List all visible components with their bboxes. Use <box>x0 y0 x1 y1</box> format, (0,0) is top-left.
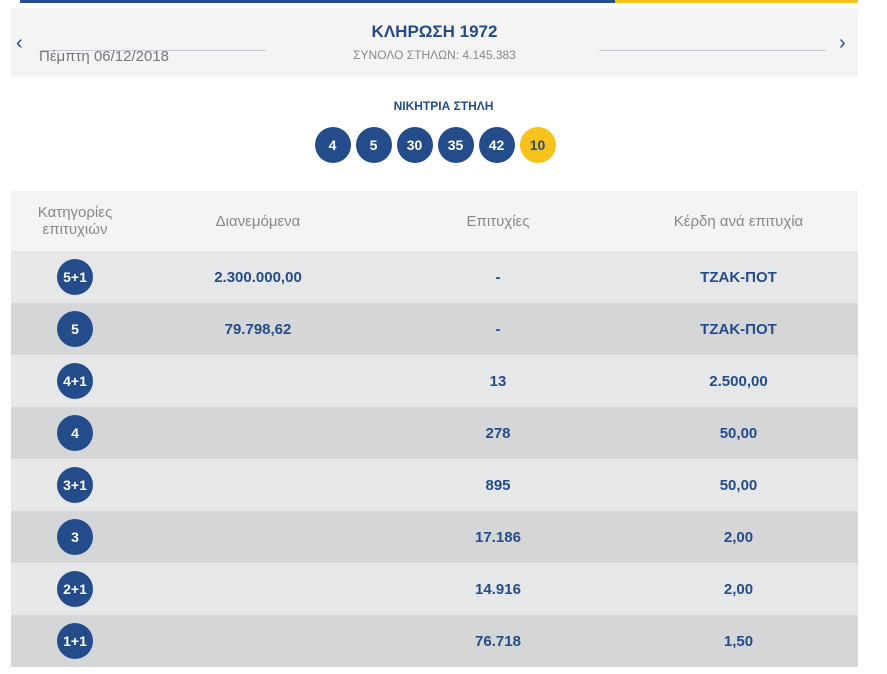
prev-draw-arrow-icon[interactable]: ‹ <box>16 32 23 54</box>
winners-cell: - <box>495 320 501 338</box>
number-ball: 35 <box>437 127 474 163</box>
winners-cell: 278 <box>485 424 511 442</box>
number-ball: 4 <box>314 127 351 163</box>
prize-cell: 50,00 <box>719 476 758 494</box>
table-header: Κατηγορίες επιτυχιών Διανεμόμενα Επιτυχί… <box>11 191 858 251</box>
header-categories: Κατηγορίες επιτυχιών <box>37 204 113 238</box>
winners-cell: 13 <box>489 372 507 390</box>
winning-numbers: 4 5 30 35 42 10 <box>0 127 870 163</box>
category-cell: 1+1 <box>11 623 139 659</box>
number-ball: 42 <box>478 127 515 163</box>
table-row: 5+1 2.300.000,00 - ΤΖΑΚ-ΠΟΤ <box>11 251 858 303</box>
table-row: 2+1 14.916 2,00 <box>11 563 858 615</box>
prize-cell: 1,50 <box>723 632 754 650</box>
prize-cell: 50,00 <box>719 424 758 442</box>
winners-cell: 14.916 <box>475 580 521 598</box>
draw-header: ‹ Πέμπτη 06/12/2018 ΚΛΗΡΩΣΗ 1972 ΣΥΝΟΛΟ … <box>11 8 858 77</box>
winners-cell: 895 <box>485 476 511 494</box>
category-badge: 2+1 <box>57 571 93 607</box>
prize-cell: ΤΖΑΚ-ΠΟΤ <box>700 320 777 338</box>
number-ball: 30 <box>396 127 433 163</box>
category-badge: 3+1 <box>57 467 93 503</box>
category-cell: 4 <box>11 415 139 451</box>
category-cell: 2+1 <box>11 571 139 607</box>
winners-cell: 76.718 <box>475 632 521 650</box>
prize-cell: 2,00 <box>723 528 754 546</box>
total-columns: ΣΥΝΟΛΟ ΣΤΗΛΩΝ: 4.145.383 <box>353 48 516 62</box>
joker-ball: 10 <box>519 127 556 163</box>
category-badge: 3 <box>57 519 93 555</box>
prize-cell: ΤΖΑΚ-ΠΟΤ <box>700 268 777 286</box>
number-ball: 5 <box>355 127 392 163</box>
winning-title: ΝΙΚΗΤΡΙΑ ΣΤΗΛΗ <box>393 99 494 113</box>
divider <box>39 50 266 51</box>
table-row: 3+1 895 50,00 <box>11 459 858 511</box>
table-row: 4+1 13 2.500,00 <box>11 355 858 407</box>
table-row: 1+1 76.718 1,50 <box>11 615 858 667</box>
header-distributed: Διανεμόμενα <box>215 212 301 230</box>
prize-cell: 2.500,00 <box>709 372 768 390</box>
category-badge: 5+1 <box>57 259 93 295</box>
winners-cell: 17.186 <box>475 528 521 546</box>
prize-cell: 2,00 <box>723 580 754 598</box>
winners-cell: - <box>495 268 501 286</box>
category-badge: 4 <box>57 415 93 451</box>
category-cell: 5+1 <box>11 259 139 295</box>
top-accent-bar <box>20 0 858 3</box>
category-badge: 5 <box>57 311 93 347</box>
category-badge: 4+1 <box>57 363 93 399</box>
category-cell: 3 <box>11 519 139 555</box>
category-cell: 3+1 <box>11 467 139 503</box>
divider <box>599 50 826 51</box>
prize-table: Κατηγορίες επιτυχιών Διανεμόμενα Επιτυχί… <box>11 191 858 667</box>
table-row: 5 79.798,62 - ΤΖΑΚ-ΠΟΤ <box>11 303 858 355</box>
distributed-cell: 79.798,62 <box>224 320 292 338</box>
draw-date: Πέμπτη 06/12/2018 <box>39 48 170 65</box>
header-winners: Επιτυχίες <box>466 212 530 230</box>
table-row: 3 17.186 2,00 <box>11 511 858 563</box>
draw-title: ΚΛΗΡΩΣΗ 1972 <box>371 22 498 41</box>
distributed-cell: 2.300.000,00 <box>214 268 302 286</box>
table-row: 4 278 50,00 <box>11 407 858 459</box>
category-cell: 5 <box>11 311 139 347</box>
category-badge: 1+1 <box>57 623 93 659</box>
next-draw-arrow-icon[interactable]: › <box>839 32 846 54</box>
header-prize: Κέρδη ανά επιτυχία <box>673 212 804 230</box>
category-cell: 4+1 <box>11 363 139 399</box>
